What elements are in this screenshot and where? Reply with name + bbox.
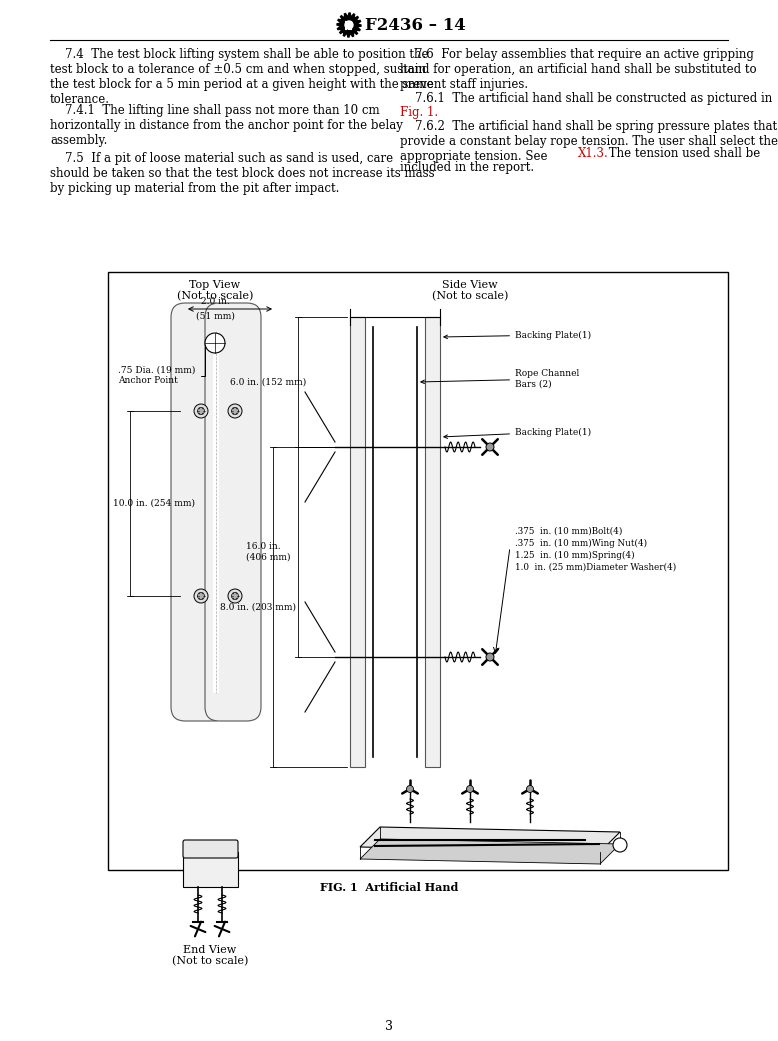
Text: Fig. 1.: Fig. 1. [400,106,438,119]
Text: F2436 – 14: F2436 – 14 [365,17,466,33]
Text: Backing Plate(1): Backing Plate(1) [444,428,591,438]
Bar [183,852,238,887]
Text: 10.0 in. (254 mm): 10.0 in. (254 mm) [113,499,195,508]
Text: 1.0  in. (25 mm)Diameter Washer(4): 1.0 in. (25 mm)Diameter Washer(4) [515,563,676,572]
FancyBboxPatch shape [205,303,261,721]
Circle shape [232,407,239,414]
Text: 7.4  The test block lifting system shall be able to position the
test block to a: 7.4 The test block lifting system shall … [50,48,433,106]
Text: X1.3.: X1.3. [578,147,608,160]
Bar [108,272,728,870]
Circle shape [486,653,494,661]
FancyBboxPatch shape [183,840,238,858]
Polygon shape [337,12,361,37]
Text: 16.0 in.
(406 mm): 16.0 in. (406 mm) [246,542,290,562]
Bar [213,331,219,693]
Text: 7.6.1  The artificial hand shall be constructed as pictured in: 7.6.1 The artificial hand shall be const… [400,92,773,120]
Circle shape [194,589,208,603]
Text: (Not to scale): (Not to scale) [177,291,253,301]
Circle shape [228,589,242,603]
Circle shape [467,786,474,792]
Bar [350,318,365,767]
Circle shape [345,21,353,29]
Text: (Not to scale): (Not to scale) [432,291,508,301]
Circle shape [198,407,205,414]
Text: .375  in. (10 mm)Wing Nut(4): .375 in. (10 mm)Wing Nut(4) [515,539,647,549]
Text: 7.6.2  The artificial hand shall be spring pressure plates that
provide a consta: 7.6.2 The artificial hand shall be sprin… [400,120,778,163]
Text: 2.0 in.: 2.0 in. [201,297,230,306]
Text: (51 mm): (51 mm) [195,312,234,321]
Bar [425,318,440,767]
Text: 1.25  in. (10 mm)Spring(4): 1.25 in. (10 mm)Spring(4) [515,551,635,560]
Polygon shape [360,839,620,864]
Text: FIG. 1  Artificial Hand: FIG. 1 Artificial Hand [320,882,458,893]
Text: 7.4.1  The lifting line shall pass not more than 10 cm
horizontally in distance : 7.4.1 The lifting line shall pass not mo… [50,104,403,147]
Text: included in the report.: included in the report. [400,161,534,174]
Circle shape [613,838,627,852]
Text: Side View: Side View [442,280,498,290]
Circle shape [232,592,239,600]
Text: Backing Plate(1): Backing Plate(1) [444,330,591,339]
Text: The tension used shall be: The tension used shall be [605,147,760,160]
Circle shape [198,592,205,600]
Polygon shape [360,827,620,852]
Text: .375  in. (10 mm)Bolt(4): .375 in. (10 mm)Bolt(4) [515,527,622,536]
Text: End View: End View [184,945,237,955]
Circle shape [228,404,242,418]
Text: 7.5  If a pit of loose material such as sand is used, care
should be taken so th: 7.5 If a pit of loose material such as s… [50,152,435,195]
Circle shape [527,786,534,792]
Text: Top View: Top View [189,280,240,290]
Text: .75 Dia. (19 mm)
Anchor Point: .75 Dia. (19 mm) Anchor Point [118,346,205,385]
Circle shape [205,333,225,353]
Text: Rope Channel
Bars (2): Rope Channel Bars (2) [421,370,580,388]
Text: (Not to scale): (Not to scale) [172,956,248,966]
Circle shape [406,786,413,792]
Text: 3: 3 [385,1020,393,1033]
Text: 8.0 in. (203 mm): 8.0 in. (203 mm) [220,603,296,611]
Circle shape [194,404,208,418]
Text: 6.0 in. (152 mm): 6.0 in. (152 mm) [230,378,307,386]
Circle shape [486,443,494,451]
Text: 7.6  For belay assemblies that require an active gripping
hand for operation, an: 7.6 For belay assemblies that require an… [400,48,757,91]
FancyBboxPatch shape [171,303,227,721]
